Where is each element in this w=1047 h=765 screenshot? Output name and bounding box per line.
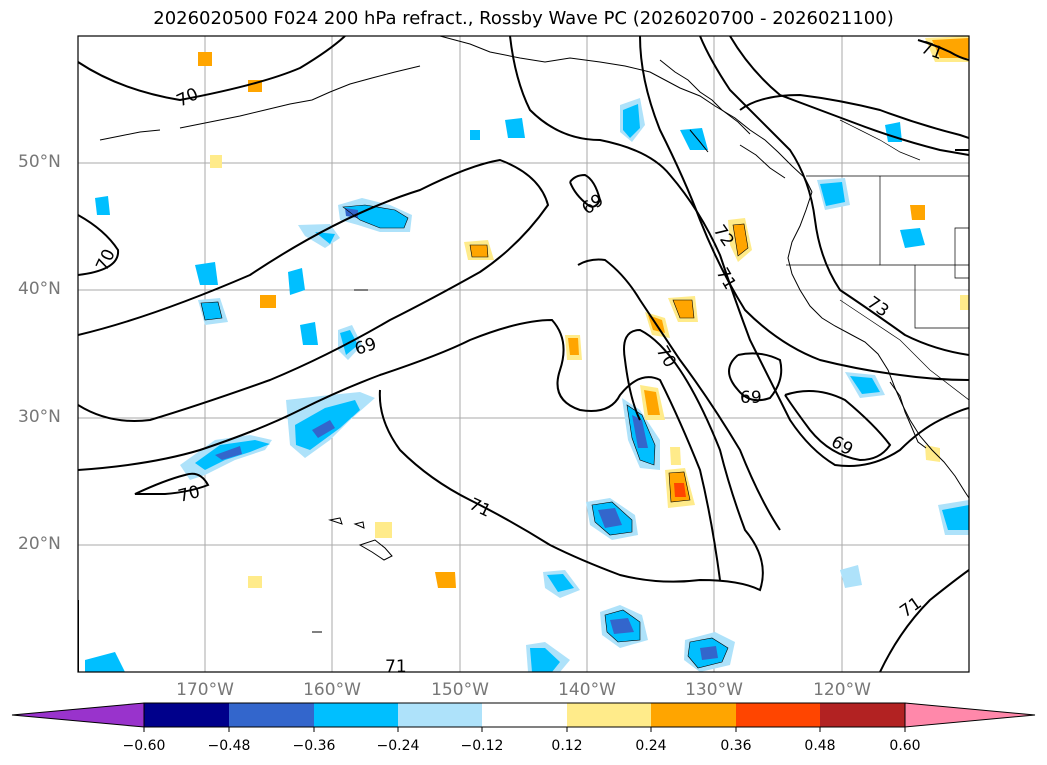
lat-label: 50°N [18,152,61,172]
colorbar-tick-label: 0.24 [635,738,667,754]
colorbar-segment [736,703,820,727]
lat-label: 40°N [18,279,61,299]
colorbar-frame [143,702,906,728]
colorbar-tick-label: −0.36 [292,738,336,754]
contour-label: 69 [740,388,762,408]
colorbar-max-arrow [904,702,1036,728]
colorbar-segment [229,703,314,727]
refractivity-patches [85,36,969,672]
colorbar-segment [144,703,229,727]
colorbar-segment [314,703,398,727]
colorbar-tick-label: 0.12 [551,738,583,754]
colorbar-tick-label: −0.60 [122,738,166,754]
lon-label: 150°W [431,680,489,700]
lat-label: 30°N [18,407,61,427]
colorbar-segment [398,703,482,727]
map-title: 2026020500 F024 200 hPa refract., Rossby… [153,8,894,29]
coastlines [99,36,969,633]
colorbar-segment [820,703,905,727]
grid-lines [78,36,969,672]
colorbar-segment [567,703,651,727]
contour-label: 71 [385,657,407,677]
lon-label: 120°W [813,680,871,700]
colorbar-tick-label: 0.60 [889,738,921,754]
lon-label: 160°W [303,680,361,700]
colorbar-tick-label: −0.24 [376,738,420,754]
colorbar [11,702,1036,732]
map-background [78,36,969,672]
colorbar-tick-label: 0.48 [804,738,836,754]
patch-outlines [200,204,749,669]
contour-lines [78,36,969,672]
colorbar-tick-label: −0.12 [460,738,504,754]
lat-label: 20°N [18,534,61,554]
map-frame [77,35,970,673]
colorbar-min-arrow [11,702,145,728]
lon-label: 140°W [558,680,616,700]
colorbar-tick-label: −0.48 [207,738,251,754]
colorbar-segment [482,703,567,727]
lon-label: 170°W [176,680,234,700]
lon-label: 130°W [685,680,743,700]
colorbar-tick-label: 0.36 [720,738,752,754]
colorbar-segment [651,703,736,727]
